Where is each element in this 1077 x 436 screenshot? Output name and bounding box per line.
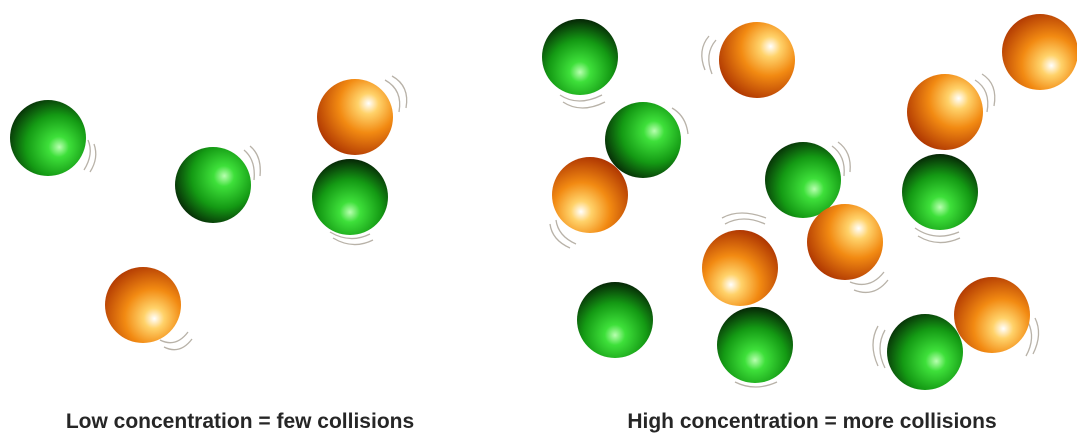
orange-molecule [702, 230, 778, 306]
green-molecule [902, 154, 978, 230]
motion-lines [671, 107, 689, 135]
green-molecule [312, 159, 388, 235]
motion-lines [243, 145, 261, 181]
caption: High concentration = more collisions [627, 410, 996, 433]
motion-lines [831, 141, 851, 177]
motion-lines [721, 212, 767, 225]
motion-lines [159, 331, 193, 351]
orange-molecule [954, 277, 1030, 353]
right-panel: High concentration = more collisions [542, 14, 1077, 433]
orange-molecule [552, 157, 628, 233]
green-molecule [887, 314, 963, 390]
green-molecule [542, 19, 618, 95]
orange-molecule [1002, 14, 1077, 90]
green-molecule [577, 282, 653, 358]
orange-molecule [907, 74, 983, 150]
motion-lines [872, 325, 886, 369]
motion-lines [83, 139, 97, 173]
motion-lines [914, 227, 961, 244]
orange-molecule [105, 267, 181, 343]
left-panel: Low concentration = few collisions [10, 75, 414, 433]
orange-molecule [317, 79, 393, 155]
motion-lines [559, 94, 606, 109]
green-molecule [765, 142, 841, 218]
green-molecule [605, 102, 681, 178]
motion-lines [1025, 317, 1040, 357]
motion-lines [849, 271, 889, 294]
motion-lines [549, 219, 577, 249]
green-molecule [717, 307, 793, 383]
green-molecule [175, 147, 251, 223]
motion-lines [974, 73, 996, 113]
orange-molecule [719, 22, 795, 98]
motion-lines [701, 35, 717, 75]
orange-molecule [807, 204, 883, 280]
motion-lines [384, 75, 408, 113]
motion-lines [734, 381, 778, 388]
motion-lines [329, 231, 374, 246]
caption: Low concentration = few collisions [66, 410, 414, 433]
green-molecule [10, 100, 86, 176]
